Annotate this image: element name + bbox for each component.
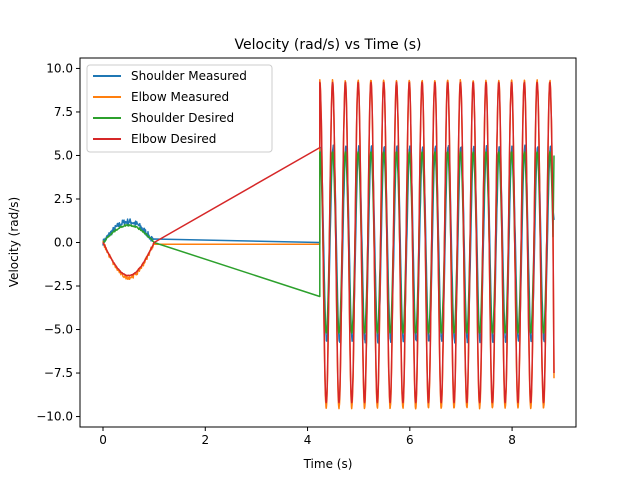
y-axis: −10.0 −7.5 −5.0 −2.5 0.0 2.5 5.0 7.5 10.0 — [36, 61, 80, 424]
x-tick-label: 8 — [508, 433, 516, 447]
y-tick-label: 2.5 — [54, 192, 73, 206]
y-tick-label: −7.5 — [44, 366, 73, 380]
y-tick-label: −2.5 — [44, 279, 73, 293]
legend-entry: Shoulder Desired — [131, 111, 234, 125]
y-tick-label: 0.0 — [54, 236, 73, 250]
legend-entry: Elbow Desired — [131, 132, 216, 146]
y-tick-label: 10.0 — [46, 61, 73, 75]
legend-box — [86, 64, 273, 153]
x-tick-label: 4 — [304, 433, 312, 447]
y-tick-label: −5.0 — [44, 323, 73, 337]
y-tick-label: 7.5 — [54, 105, 73, 119]
x-axis-label: Time (s) — [303, 457, 353, 471]
series-line — [102, 81, 555, 404]
x-tick-label: 6 — [406, 433, 414, 447]
x-tick-label: 2 — [201, 433, 209, 447]
legend-entry: Elbow Measured — [131, 90, 229, 104]
chart-title: Velocity (rad/s) vs Time (s) — [235, 37, 422, 53]
x-axis: 0 2 4 6 8 — [99, 427, 516, 447]
legend: Shoulder Measured Elbow Measured Shoulder … — [86, 64, 273, 153]
y-axis-label: Velocity (rad/s) — [7, 197, 21, 287]
y-tick-label: 5.0 — [54, 148, 73, 162]
plot-area — [102, 78, 555, 410]
legend-entry: Shoulder Measured — [131, 69, 247, 83]
y-tick-label: −10.0 — [36, 410, 73, 424]
x-tick-label: 0 — [99, 433, 107, 447]
